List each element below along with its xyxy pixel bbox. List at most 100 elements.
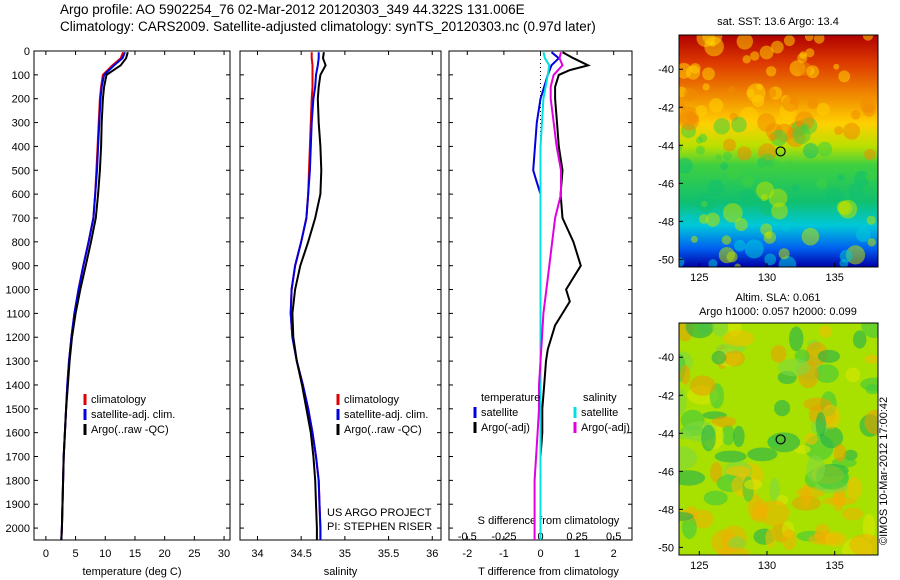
sst-texture-blob — [805, 48, 815, 58]
sla-texture-blob — [774, 399, 791, 417]
sla-texture-blob — [833, 444, 847, 462]
sst-texture-blob — [759, 45, 774, 60]
x-tick-label: 34.5 — [290, 548, 311, 560]
series-line-cyan — [539, 51, 551, 540]
sst-texture-blob — [839, 249, 853, 263]
sst-texture-blob — [685, 65, 701, 80]
sla-texture-blob — [681, 515, 697, 540]
sla-texture-blob — [679, 389, 687, 415]
y-tick-label: 600 — [12, 189, 30, 201]
series-line-black — [539, 51, 591, 540]
sst-texture-blob — [715, 154, 722, 161]
sst-texture-blob — [778, 248, 790, 260]
sst-texture-blob — [737, 146, 752, 161]
sla-texture-blob — [862, 513, 876, 541]
annotation-pi: PI: STEPHEN RISER — [327, 521, 432, 533]
series-line-blue — [289, 52, 322, 540]
sst-texture-blob — [726, 162, 742, 179]
sst-texture-blob — [862, 35, 874, 41]
sla-texture — [679, 323, 878, 555]
y-tick-label: 900 — [12, 261, 30, 273]
x-tick-label: -2 — [462, 548, 472, 560]
sst-texture-blob — [813, 35, 825, 44]
sst-texture-blob — [784, 160, 796, 173]
x-tick-label: 135 — [826, 272, 844, 284]
s-tick-label: 0.5 — [606, 531, 621, 543]
sst-texture-blob — [750, 51, 760, 61]
sla-map-title-line2: Argo h1000: 0.057 h2000: 0.099 — [699, 306, 857, 318]
x-tick-label: -1 — [499, 548, 509, 560]
y-tick-label: 1600 — [6, 428, 30, 440]
sst-texture-blob — [851, 110, 861, 120]
sst-texture-blob — [690, 235, 698, 243]
sst-texture-blob — [742, 55, 751, 64]
legend-entry: satellite — [581, 407, 618, 419]
sst-texture-blob — [696, 136, 703, 144]
sst-texture-blob — [702, 67, 715, 81]
sst-texture-blob — [838, 201, 853, 216]
sst-texture-blob — [683, 213, 692, 222]
sst-texture-blob — [695, 105, 708, 117]
sst-texture-blob — [817, 141, 833, 157]
x-tick-label: 15 — [129, 548, 141, 560]
sst-texture-blob — [865, 171, 876, 182]
sla-texture-blob — [781, 529, 797, 551]
sst-texture-blob — [798, 62, 812, 76]
argo-location-marker — [775, 146, 786, 157]
sst-texture-blob — [792, 184, 800, 192]
series-line-blue — [60, 51, 126, 541]
sla-texture-blob — [820, 426, 844, 449]
sst-texture-blob — [734, 217, 748, 232]
sla-texture-blob — [803, 397, 832, 411]
sst-texture-blob — [736, 35, 753, 50]
x-tick-label: 30 — [218, 548, 230, 560]
sla-texture-blob — [679, 446, 698, 471]
sla-texture-blob — [806, 455, 825, 483]
legend-entry: satellite-adj. clim. — [344, 409, 428, 421]
y-tick-label: 2000 — [6, 523, 30, 535]
sst-texture-blob — [860, 97, 876, 114]
y-tick-label: -50 — [658, 254, 674, 266]
sst-texture-blob — [843, 122, 861, 140]
sst-texture-blob — [723, 138, 736, 152]
sla-texture-blob — [747, 447, 778, 462]
sst-texture-blob — [760, 194, 768, 202]
legend-entry: Argo(-adj) — [581, 422, 630, 434]
y-tick-label: -46 — [658, 466, 674, 478]
sst-texture-blob — [721, 235, 732, 245]
sst-texture-blob — [695, 145, 705, 155]
sst-map-frame — [678, 34, 879, 268]
series-line-black — [291, 52, 327, 540]
sst-texture-blob — [713, 118, 730, 135]
sst-texture-blob — [801, 227, 820, 246]
y-tick-label: 1500 — [6, 404, 30, 416]
y-tick-label: -48 — [658, 216, 674, 228]
sst-texture-blob — [679, 106, 699, 127]
y-tick-label: 1200 — [6, 332, 30, 344]
sla-texture-blob — [804, 433, 818, 445]
sla-texture-blob — [725, 466, 751, 477]
sst-texture-blob — [765, 66, 777, 77]
y-tick-label: -42 — [658, 102, 674, 114]
sla-texture-blob — [849, 534, 878, 555]
sst-texture-blob — [783, 35, 795, 47]
sst-texture-blob — [848, 182, 865, 200]
legend-title: salinity — [583, 392, 617, 404]
sla-texture-blob — [711, 323, 729, 337]
series-line-magenta — [533, 51, 564, 540]
sst-texture-blob — [833, 63, 840, 70]
sst-texture-blob — [702, 83, 710, 91]
x-tick-label: 1 — [574, 548, 580, 560]
sla-texture-blob — [825, 531, 847, 547]
sst-texture-blob — [867, 238, 876, 247]
y-tick-label: -40 — [658, 352, 674, 364]
sst-texture-blob — [837, 174, 845, 181]
sla-texture-blob — [800, 483, 811, 508]
sla-texture-blob — [842, 507, 864, 521]
sla-texture-blob — [852, 330, 867, 349]
x-axis-label: salinity — [324, 566, 358, 578]
x-axis-label: T difference from climatology — [478, 566, 619, 578]
sst-texture-blob — [718, 247, 736, 264]
legend-entry: satellite-adj. clim. — [91, 409, 175, 421]
sst-texture-blob — [864, 148, 876, 161]
